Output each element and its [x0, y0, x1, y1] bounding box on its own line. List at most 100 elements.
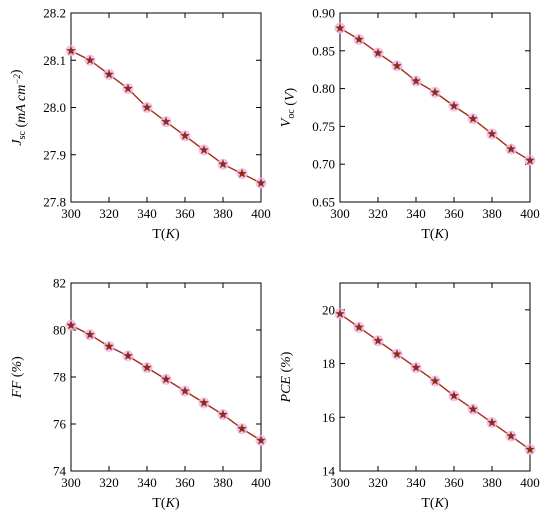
- plot-frame: [339, 282, 531, 472]
- data-point: [449, 390, 459, 400]
- x-axis-label: T(K): [152, 227, 180, 242]
- data-point: [161, 116, 171, 126]
- y-axis-label: PCE (%): [279, 351, 294, 403]
- y-axis-label-open: (: [14, 123, 29, 132]
- data-point: [237, 168, 247, 178]
- y-axis-label-subscript: oc: [286, 109, 297, 119]
- data-point: [66, 320, 76, 330]
- y-axis-label-unit: mA cm: [14, 85, 29, 123]
- y-tick-label: 0.75: [312, 119, 335, 134]
- data-point: [123, 350, 133, 360]
- y-axis-label-symbol: V: [279, 117, 294, 127]
- y-tick-label: 0.85: [312, 43, 335, 58]
- x-tick-label: 380: [213, 206, 233, 221]
- data-point: [525, 155, 535, 165]
- data-point: [142, 102, 152, 112]
- x-tick-label: 360: [175, 206, 195, 221]
- x-tick-label: 300: [330, 206, 350, 221]
- panel-voc: 300 320 340 360 380 400 0.65 0.70 0.75 0.80 0.85 0.…: [279, 6, 540, 243]
- x-tick-label: 340: [406, 206, 426, 221]
- x-tick-label: 320: [368, 206, 388, 221]
- data-point: [199, 144, 209, 155]
- data-point: [104, 69, 114, 79]
- y-axis-label-subscript: sc: [17, 130, 28, 139]
- x-tick-label: 300: [330, 475, 350, 490]
- x-axis-label-main: T(: [421, 227, 435, 242]
- y-tick-label: 0.80: [312, 81, 335, 96]
- data-point: [85, 329, 95, 339]
- y-tick-label: 76: [53, 417, 67, 432]
- y-axis-label-unit: V: [283, 91, 298, 101]
- data-point: [354, 322, 364, 332]
- y-tick-label: 74: [53, 464, 67, 479]
- x-axis-label-close: ): [444, 227, 449, 242]
- data-point: [411, 362, 421, 372]
- y-tick-label: 28.2: [43, 6, 66, 21]
- data-point: [392, 349, 402, 359]
- data-point: [218, 159, 228, 169]
- data-point: [354, 34, 364, 44]
- x-axis-label-unit: K: [165, 496, 176, 511]
- x-tick-label: 320: [99, 206, 119, 221]
- y-tick-label: 27.8: [43, 195, 66, 210]
- data-point: [180, 386, 190, 396]
- data-point: [256, 178, 266, 188]
- x-axis-label-unit: K: [434, 496, 445, 511]
- x-tick-label: 320: [99, 475, 119, 490]
- x-tick-label: 380: [482, 206, 502, 221]
- y-axis-label-close: ): [283, 87, 298, 92]
- data-point: [506, 431, 516, 441]
- plot-frame: [70, 12, 262, 203]
- data-point: [123, 83, 133, 93]
- y-axis-label-open: (: [10, 372, 25, 381]
- data-point: [487, 417, 497, 427]
- y-tick-label: 28.1: [43, 53, 66, 68]
- y-axis-label-superscript: −2: [12, 74, 22, 85]
- x-tick-label: 320: [368, 475, 388, 490]
- data-point: [237, 423, 247, 433]
- x-axis-label-close: ): [444, 496, 449, 511]
- data-point: [506, 144, 516, 154]
- data-point: [411, 76, 421, 86]
- y-tick-label: 14: [322, 464, 336, 479]
- data-point: [256, 435, 266, 445]
- data-point: [468, 404, 478, 414]
- data-point: [66, 45, 76, 55]
- x-axis-label-close: ): [175, 227, 180, 242]
- x-tick-label: 300: [61, 475, 81, 490]
- x-tick-label: 300: [61, 206, 81, 221]
- data-point: [85, 55, 95, 65]
- y-tick-label: 82: [53, 276, 66, 291]
- x-tick-label: 340: [137, 206, 157, 221]
- data-point: [199, 397, 209, 407]
- data-point: [161, 374, 171, 384]
- y-axis-label-close: ): [10, 356, 25, 361]
- y-tick-label: 0.70: [312, 157, 335, 172]
- data-point: [142, 362, 152, 372]
- x-tick-label: 380: [482, 475, 502, 490]
- y-axis-label-unit: %: [279, 356, 294, 368]
- y-axis-label-open: (: [283, 101, 298, 110]
- x-tick-label: 380: [213, 475, 233, 490]
- y-axis-label-symbol: PCE: [279, 376, 294, 404]
- x-axis-label-unit: K: [165, 227, 176, 242]
- y-axis-label-symbol: J: [10, 139, 25, 146]
- y-tick-label: 0.65: [312, 195, 335, 210]
- y-tick-label: 27.9: [43, 147, 66, 162]
- y-axis-label-close: ): [9, 69, 24, 74]
- data-point: [468, 113, 478, 123]
- y-tick-label: 80: [53, 323, 66, 338]
- x-tick-label: 360: [444, 206, 464, 221]
- data-point: [335, 308, 345, 318]
- data-point: [487, 128, 497, 139]
- x-axis-label-close: ): [175, 496, 180, 511]
- x-tick-label: 400: [520, 475, 540, 490]
- data-point: [373, 335, 383, 345]
- data-point: [180, 130, 190, 140]
- y-tick-label: 78: [53, 370, 66, 385]
- y-tick-label: 18: [322, 356, 335, 371]
- y-axis-label: FF (%): [10, 356, 25, 399]
- y-tick-label: 16: [322, 410, 336, 425]
